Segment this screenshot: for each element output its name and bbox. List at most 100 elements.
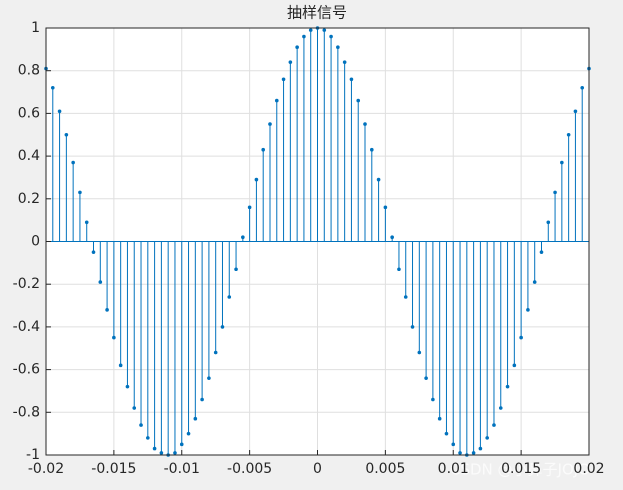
stem-marker bbox=[132, 406, 137, 410]
stem-marker bbox=[146, 436, 150, 440]
stem-marker bbox=[478, 446, 483, 451]
stem-marker bbox=[302, 34, 306, 39]
stem-marker bbox=[383, 205, 388, 210]
x-tick-label: 0.015 bbox=[501, 461, 541, 477]
y-tick-label: -0.4 bbox=[13, 319, 40, 335]
stem-marker bbox=[437, 416, 442, 421]
stem-marker bbox=[241, 235, 245, 240]
stem-marker bbox=[349, 77, 354, 82]
stem-marker bbox=[573, 109, 578, 114]
stem-marker bbox=[288, 60, 293, 64]
stem-marker bbox=[539, 250, 544, 254]
y-tick-label: 0.8 bbox=[18, 63, 40, 79]
stem-marker bbox=[200, 397, 204, 402]
stem-marker bbox=[227, 295, 232, 299]
stem-marker bbox=[410, 325, 415, 329]
stem-marker bbox=[512, 363, 517, 368]
stem-marker bbox=[471, 451, 476, 455]
stem-marker bbox=[118, 363, 123, 368]
stem-marker bbox=[492, 423, 496, 427]
stem-marker bbox=[125, 384, 130, 389]
stem-marker bbox=[363, 122, 367, 126]
stem-marker bbox=[532, 280, 537, 284]
stem-marker bbox=[444, 431, 449, 436]
stem-marker bbox=[485, 436, 489, 440]
x-tick-label: -0.02 bbox=[28, 461, 64, 477]
stem-marker bbox=[159, 451, 164, 455]
stem-marker bbox=[376, 177, 381, 182]
stem-marker bbox=[71, 160, 75, 165]
x-tick-label: 0 bbox=[313, 461, 322, 477]
stem-marker bbox=[84, 220, 89, 225]
y-tick-label: -0.8 bbox=[13, 404, 40, 420]
stem-marker bbox=[403, 295, 408, 299]
stem-marker bbox=[254, 177, 259, 182]
x-tick-label: -0.015 bbox=[91, 461, 136, 477]
y-tick-label: 1 bbox=[31, 20, 40, 36]
stem-marker bbox=[268, 122, 272, 126]
stem-marker bbox=[112, 335, 116, 340]
stem-marker bbox=[370, 147, 374, 152]
stem-marker bbox=[78, 190, 82, 195]
x-tick-label: -0.005 bbox=[227, 461, 272, 477]
y-tick-label: 0.2 bbox=[18, 191, 40, 207]
stem-marker bbox=[560, 160, 564, 165]
stem-marker bbox=[295, 45, 299, 50]
stem-marker bbox=[356, 98, 361, 103]
stem-marker bbox=[308, 28, 313, 32]
stem-marker bbox=[519, 335, 523, 340]
watermark: CSDN @小鼻子JOJO bbox=[450, 461, 590, 479]
stem-marker bbox=[261, 147, 266, 152]
stem-marker bbox=[498, 406, 503, 410]
stem-marker bbox=[193, 416, 198, 421]
stem-marker bbox=[64, 132, 69, 137]
stem-marker bbox=[57, 109, 62, 114]
stem-marker bbox=[329, 34, 333, 39]
x-tick-label: -0.01 bbox=[164, 461, 200, 477]
stem-marker bbox=[505, 384, 510, 389]
y-tick-label: 0 bbox=[31, 234, 40, 250]
y-tick-label: -0.2 bbox=[13, 276, 40, 292]
stem-marker bbox=[431, 397, 435, 402]
y-tick-label: -0.6 bbox=[13, 362, 40, 378]
stem-marker bbox=[234, 267, 238, 272]
stem-marker bbox=[526, 308, 530, 312]
stem-marker bbox=[546, 220, 551, 225]
stem-marker bbox=[342, 60, 347, 64]
stem-marker bbox=[152, 446, 157, 451]
stem-marker bbox=[451, 442, 456, 447]
y-tick-label: 0.6 bbox=[18, 105, 40, 121]
stem-marker bbox=[213, 350, 218, 355]
stem-marker bbox=[207, 376, 211, 380]
stem-marker bbox=[390, 235, 394, 240]
chart-title: 抽样信号 bbox=[287, 4, 347, 22]
stem-marker bbox=[281, 77, 286, 82]
stem-marker bbox=[50, 85, 55, 90]
stem-marker bbox=[186, 431, 191, 436]
stem-marker bbox=[322, 28, 327, 32]
stem-marker bbox=[91, 250, 96, 254]
stem-marker bbox=[417, 350, 422, 355]
stem-marker bbox=[247, 205, 252, 210]
stem-marker bbox=[139, 423, 143, 427]
y-tick-label: -1 bbox=[26, 447, 40, 463]
stem-marker bbox=[105, 308, 109, 312]
stem-marker bbox=[580, 85, 585, 90]
stem-marker bbox=[274, 98, 279, 103]
stem-marker bbox=[424, 376, 428, 380]
stem-marker bbox=[553, 190, 557, 195]
stem-marker bbox=[566, 132, 571, 137]
x-tick-label: 0.02 bbox=[573, 461, 604, 477]
stem-marker bbox=[173, 451, 177, 455]
plot-layer bbox=[44, 26, 591, 457]
stem-marker bbox=[397, 267, 401, 272]
stem-marker bbox=[458, 451, 462, 455]
stem-marker bbox=[220, 325, 225, 329]
x-tick-label: 0.01 bbox=[438, 461, 469, 477]
x-tick-label: 0.005 bbox=[365, 461, 405, 477]
stem-marker bbox=[336, 45, 340, 50]
stem-marker bbox=[98, 280, 103, 284]
stem-marker bbox=[179, 442, 184, 447]
y-tick-label: 0.4 bbox=[18, 148, 40, 164]
